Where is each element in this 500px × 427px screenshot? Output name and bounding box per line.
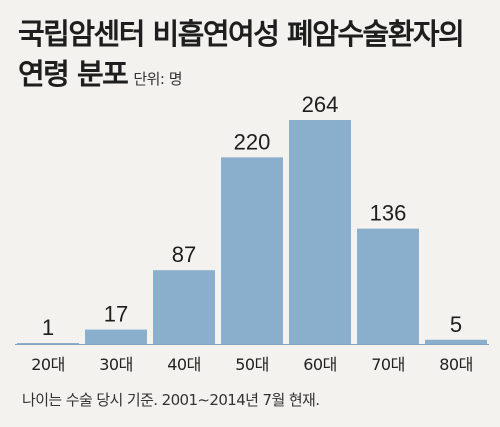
bar-30대 — [85, 329, 147, 344]
data-label-80대: 5 — [450, 312, 462, 337]
chart-title: 국립암센터 비흡연여성 폐암수술환자의 연령 분포 단위: 명 — [18, 14, 465, 99]
x-tick-label-80대: 80대 — [439, 355, 473, 374]
data-label-70대: 136 — [370, 201, 407, 226]
unit-label: 단위: 명 — [133, 70, 183, 88]
data-label-30대: 17 — [104, 302, 128, 327]
footnote: 나이는 수술 당시 기준. 2001∼2014년 7월 현재. — [22, 391, 320, 409]
x-tick-label-60대: 60대 — [303, 355, 337, 374]
data-label-60대: 264 — [302, 92, 339, 117]
bar-80대 — [425, 339, 487, 344]
bar-50대 — [221, 157, 283, 344]
bar-40대 — [153, 270, 215, 344]
data-label-50대: 220 — [234, 129, 271, 154]
bar-chart: 1 20대 17 30대 87 40대 220 50대 264 60대 136 70대 5 80대 — [15, 92, 489, 374]
title-line-1: 국립암센터 비흡연여성 폐암수술환자의 — [18, 17, 465, 51]
title-line-2-text: 연령 분포 — [18, 57, 129, 91]
x-tick-label-30대: 30대 — [99, 355, 133, 374]
data-label-20대: 1 — [42, 315, 54, 340]
x-tick-label-40대: 40대 — [167, 355, 201, 374]
x-tick-label-70대: 70대 — [371, 355, 405, 374]
bar-20대 — [17, 343, 79, 344]
data-label-40대: 87 — [172, 242, 196, 267]
bar-60대 — [289, 120, 351, 344]
x-tick-label-20대: 20대 — [31, 355, 65, 374]
x-tick-label-50대: 50대 — [235, 355, 269, 374]
bar-70대 — [357, 228, 419, 344]
title-line-2: 연령 분포 단위: 명 — [18, 54, 463, 99]
